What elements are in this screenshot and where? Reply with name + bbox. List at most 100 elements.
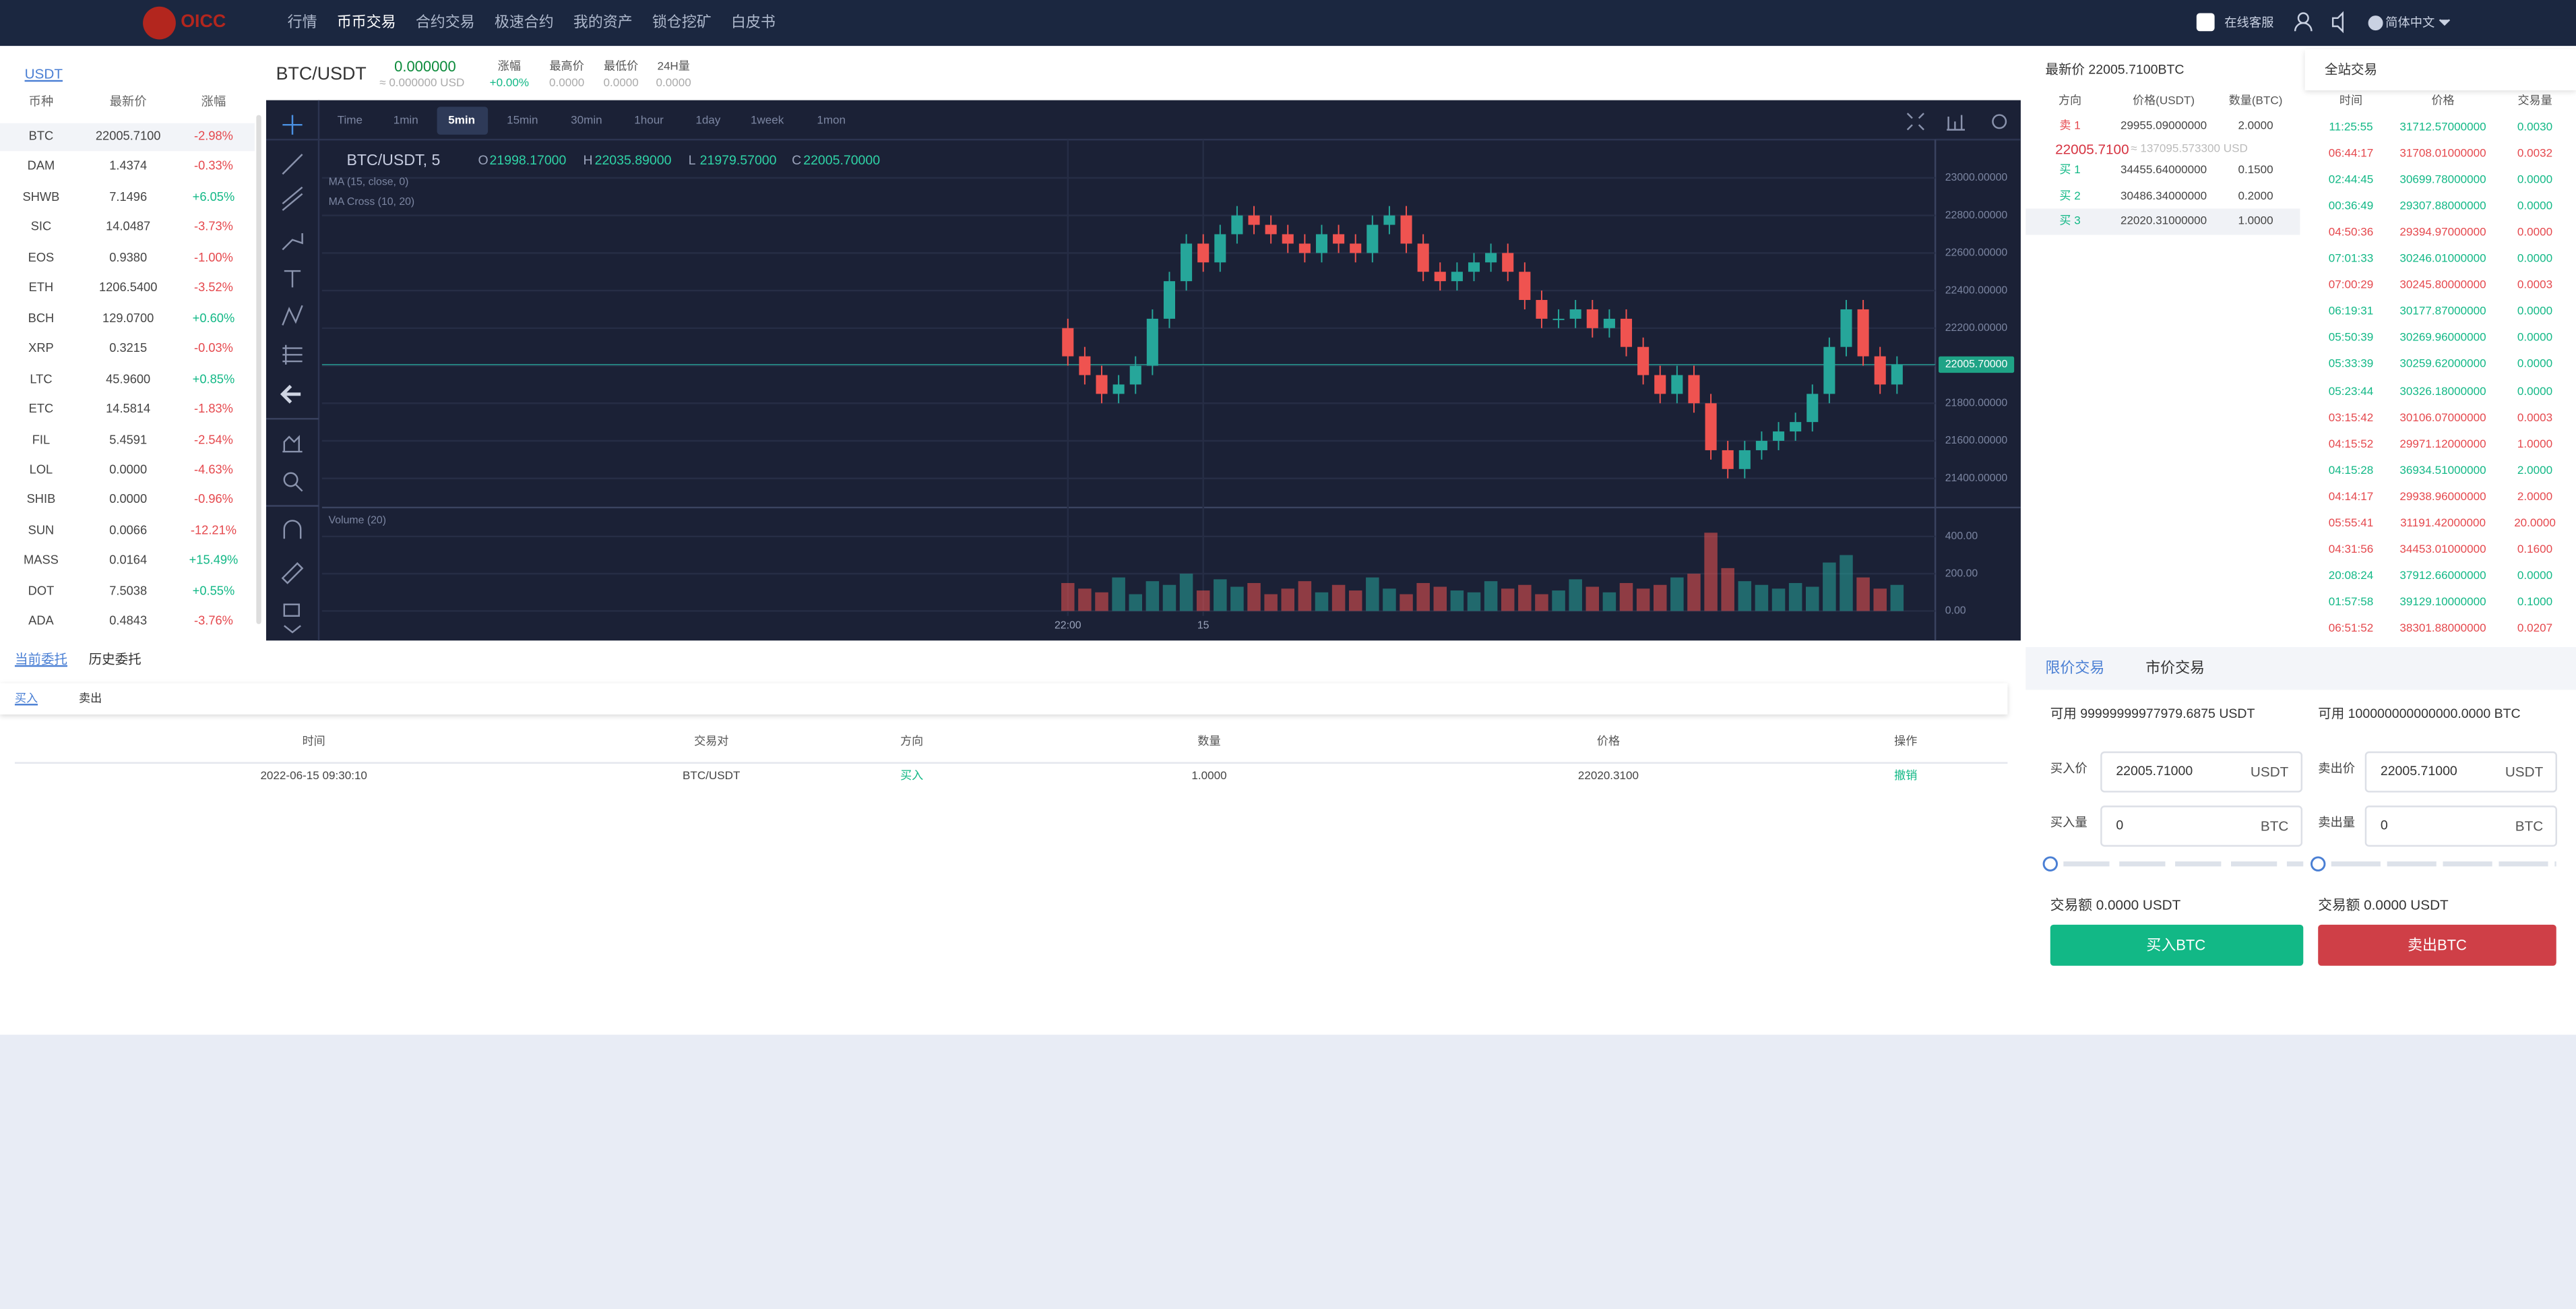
volume-bar <box>1129 594 1142 611</box>
interval-button[interactable]: 1min <box>394 114 418 127</box>
price-value[interactable]: 22005.71000 <box>2116 764 2193 779</box>
buy-price-input[interactable] <box>2100 751 2303 793</box>
orders-tab[interactable]: 当前委托 <box>14 652 67 667</box>
user-icon[interactable] <box>2297 12 2309 24</box>
market-tab[interactable]: USDT <box>24 65 63 82</box>
sound-icon[interactable] <box>2331 11 2344 34</box>
form-tab[interactable]: 限价交易 <box>2045 659 2105 676</box>
line-tool[interactable] <box>282 154 303 175</box>
crosshair-tool[interactable] <box>282 115 303 135</box>
column-header: 时间 <box>2339 96 2363 108</box>
back-tool[interactable] <box>280 384 301 404</box>
coin-symbol[interactable]: SHIB <box>26 492 56 508</box>
trade-amount: 0.0030 <box>2517 122 2553 134</box>
interval-button[interactable]: 15min <box>507 114 538 127</box>
coin-symbol[interactable]: SHWB <box>22 189 60 204</box>
measure-tool[interactable] <box>282 344 303 365</box>
cancel-button[interactable]: 撤销 <box>1894 771 1918 783</box>
column-header: 交易对 <box>694 736 729 748</box>
trade-time: 04:31:56 <box>2328 544 2374 556</box>
fullscreen-button[interactable] <box>1906 113 1924 131</box>
globe-icon <box>2368 16 2383 31</box>
sell-button[interactable] <box>2318 924 2556 966</box>
coin-symbol[interactable]: MASS <box>24 553 59 568</box>
nav-item[interactable]: 合约交易 <box>415 13 475 31</box>
zoom-tool[interactable] <box>283 472 299 487</box>
orders-subtab[interactable]: 卖出 <box>79 694 102 706</box>
coin-symbol[interactable]: ETH <box>28 280 54 295</box>
buy-button-label[interactable]: 买入BTC <box>2146 937 2206 954</box>
buy-amount-input[interactable] <box>2100 805 2303 847</box>
coin-symbol[interactable]: ETC <box>28 401 54 417</box>
sell-button-label[interactable]: 卖出BTC <box>2408 937 2467 954</box>
candle-body <box>1536 300 1548 319</box>
y-tick-label: 23000.00000 <box>1945 172 2008 183</box>
interval-button[interactable]: 5min <box>448 114 475 127</box>
language-select[interactable]: 简体中文 <box>2385 15 2435 30</box>
bid-cell: 买 1 <box>2059 164 2081 177</box>
form-tab[interactable]: 市价交易 <box>2145 659 2205 676</box>
trade-time: 04:15:52 <box>2328 438 2374 450</box>
interval-button[interactable]: 1hour <box>634 114 664 127</box>
nav-item[interactable]: 极速合约 <box>494 13 554 31</box>
coin-symbol[interactable]: DOT <box>28 583 55 598</box>
stat-value: 0.0000 <box>656 78 691 90</box>
nav-item[interactable]: 币币交易 <box>336 13 396 31</box>
coin-change: -2.54% <box>193 431 233 447</box>
nav-item[interactable]: 锁仓挖矿 <box>652 13 712 31</box>
amount-value[interactable]: 0 <box>2116 818 2124 833</box>
trade-price: 31708.01000000 <box>2399 148 2486 160</box>
coin-symbol[interactable]: XRP <box>28 340 54 356</box>
price-value[interactable]: 22005.71000 <box>2380 764 2457 779</box>
book-row-highlight <box>2025 208 2300 235</box>
support-link[interactable]: 在线客服 <box>2224 15 2274 30</box>
scroll-down[interactable] <box>284 625 301 634</box>
coin-symbol[interactable]: FIL <box>32 431 51 447</box>
coin-symbol[interactable]: ADA <box>28 613 54 628</box>
coin-symbol[interactable]: EOS <box>28 249 55 265</box>
icons-tool[interactable] <box>282 435 303 453</box>
volume-bar <box>1145 581 1160 611</box>
interval-button[interactable]: 1week <box>751 114 784 127</box>
interval-button[interactable]: 1day <box>695 114 720 127</box>
nav-item[interactable]: 我的资产 <box>573 13 633 31</box>
settings-button[interactable] <box>1992 114 2007 129</box>
orders-subtab[interactable]: 买入 <box>14 694 38 706</box>
coin-symbol[interactable]: LOL <box>29 462 53 477</box>
channel-tool[interactable] <box>282 186 303 211</box>
coin-symbol[interactable]: BTC <box>28 128 54 144</box>
sell-slider-handle[interactable] <box>2310 856 2326 872</box>
buy-slider-handle[interactable] <box>2042 856 2059 872</box>
amount-value[interactable]: 0 <box>2380 818 2388 833</box>
pattern-tool[interactable] <box>282 305 303 326</box>
pencil-tool[interactable] <box>281 562 304 584</box>
volume-bar <box>1112 577 1125 611</box>
buy-button[interactable] <box>2050 924 2304 966</box>
sell-amount-input[interactable] <box>2364 805 2557 847</box>
sell-price-input[interactable] <box>2364 751 2557 793</box>
interval-button[interactable]: 30min <box>571 114 602 127</box>
support-icon[interactable] <box>2196 13 2215 32</box>
magnet-tool[interactable] <box>283 520 302 539</box>
candle-body <box>1231 215 1243 235</box>
interval-button[interactable]: 1mon <box>817 114 846 127</box>
column-header: 数量 <box>1197 736 1221 748</box>
coin-symbol[interactable]: SUN <box>28 522 55 538</box>
candle-body <box>1265 224 1277 235</box>
chart-type-button[interactable] <box>1947 115 1966 131</box>
interval-button[interactable]: Time <box>338 114 363 127</box>
coin-symbol[interactable]: BCH <box>28 310 55 326</box>
pitchfork-tool[interactable] <box>282 233 303 251</box>
text-tool[interactable] <box>284 270 301 288</box>
nav-item[interactable]: 白皮书 <box>730 13 776 31</box>
lock-tool[interactable] <box>283 603 300 617</box>
trade-time: 00:36:49 <box>2328 201 2374 213</box>
nav-item[interactable]: 行情 <box>287 13 317 31</box>
coin-symbol[interactable]: LTC <box>30 371 53 386</box>
coin-symbol[interactable]: DAM <box>27 158 55 174</box>
trade-total: 交易额 0.0000 USDT <box>2318 896 2449 913</box>
orders-tab[interactable]: 历史委托 <box>88 652 142 667</box>
coin-symbol[interactable]: SIC <box>30 219 52 235</box>
coin-change: -3.76% <box>193 613 233 628</box>
trades-tab[interactable]: 全站交易 <box>2324 62 2377 78</box>
